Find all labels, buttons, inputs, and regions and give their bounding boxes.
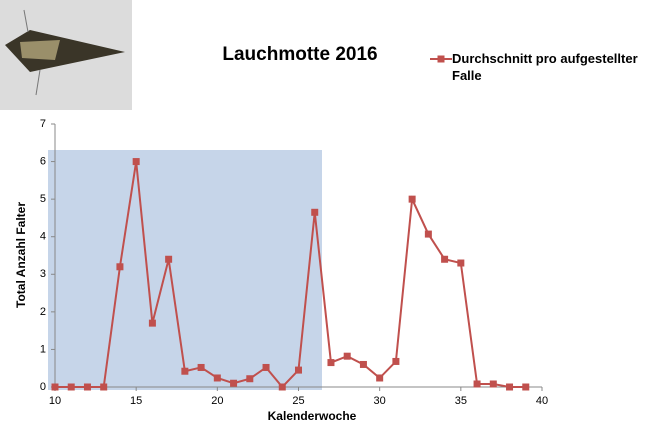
x-tick-label: 15	[130, 395, 142, 407]
data-point	[311, 209, 318, 216]
data-point	[52, 384, 59, 391]
data-point	[100, 384, 107, 391]
data-point	[133, 158, 140, 165]
data-point	[327, 359, 334, 366]
data-point	[425, 231, 432, 238]
data-point	[441, 256, 448, 263]
x-tick-label: 25	[292, 395, 304, 407]
data-point	[181, 368, 188, 375]
data-point	[279, 384, 286, 391]
y-tick-label: 3	[40, 268, 46, 280]
data-point	[246, 375, 253, 382]
data-point	[506, 384, 513, 391]
y-tick-label: 7	[40, 118, 46, 130]
highlight-region	[48, 150, 322, 390]
data-point	[149, 320, 156, 327]
x-axis-label: Kalenderwoche	[268, 409, 357, 423]
y-tick-label: 1	[40, 343, 46, 355]
y-tick-label: 5	[40, 193, 46, 205]
data-point	[376, 374, 383, 381]
x-tick-label: 30	[374, 395, 386, 407]
x-tick-label: 20	[211, 395, 223, 407]
data-point	[263, 364, 270, 371]
chart-title: Lauchmotte 2016	[222, 44, 377, 65]
data-point	[295, 367, 302, 374]
page: Lauchmotte 2016 Kalenderwoche Total Anza…	[0, 0, 654, 439]
data-point	[522, 384, 529, 391]
data-point	[165, 256, 172, 263]
data-point	[68, 384, 75, 391]
legend-label: Durchschnitt pro aufgestellter Falle	[452, 50, 647, 84]
data-point	[360, 361, 367, 368]
data-point	[84, 384, 91, 391]
data-point	[490, 380, 497, 387]
data-point	[230, 380, 237, 387]
y-tick-label: 2	[40, 306, 46, 318]
x-tick-label: 10	[49, 395, 61, 407]
data-point	[116, 263, 123, 270]
data-point	[214, 374, 221, 381]
y-axis-label: Total Anzahl Falter	[14, 202, 28, 308]
y-tick-label: 6	[40, 155, 46, 167]
data-point	[409, 196, 416, 203]
y-tick-label: 0	[40, 381, 46, 393]
x-tick-label: 40	[536, 395, 548, 407]
data-point	[392, 358, 399, 365]
data-point	[198, 364, 205, 371]
x-tick-label: 35	[455, 395, 467, 407]
data-point	[457, 260, 464, 267]
data-point	[474, 380, 481, 387]
y-tick-label: 4	[40, 231, 46, 243]
data-point	[344, 353, 351, 360]
legend-marker	[438, 56, 445, 63]
